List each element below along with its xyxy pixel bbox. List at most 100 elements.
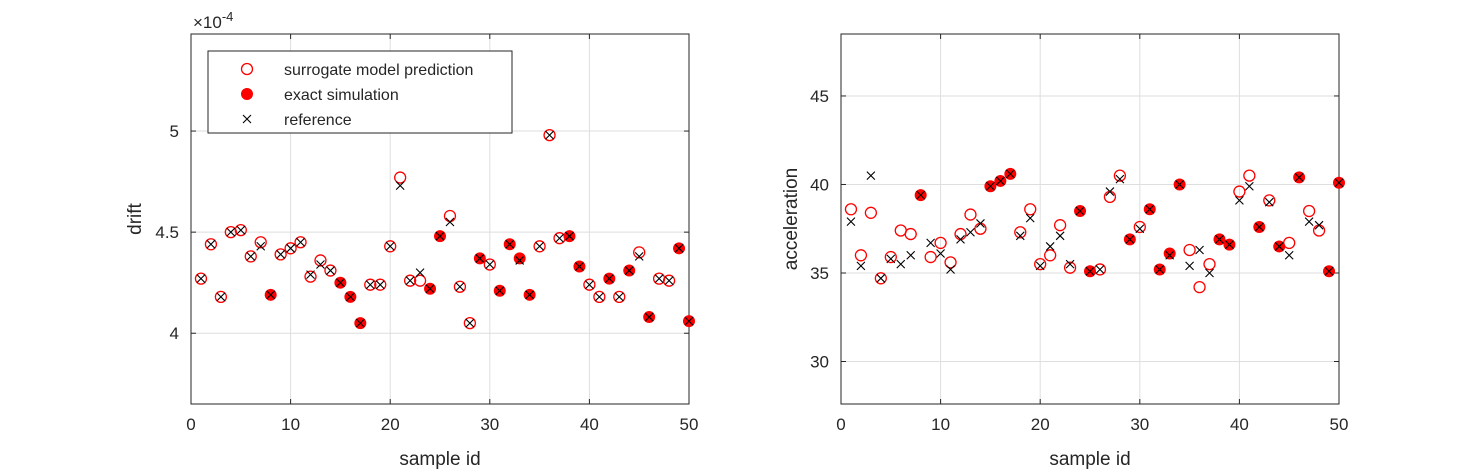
data-point-x <box>316 260 325 269</box>
data-point-open-circle <box>904 227 917 241</box>
data-point-x <box>395 181 405 191</box>
data-point-x <box>286 243 295 253</box>
data-point-open-circle <box>194 272 208 285</box>
data-point-x <box>555 233 564 243</box>
data-point-x <box>1244 181 1254 191</box>
data-point-x <box>654 274 664 284</box>
legend-marker-open-circle <box>240 62 254 76</box>
data-point-x <box>846 217 856 227</box>
exponent-power: -4 <box>222 9 234 24</box>
data-point-open-circle <box>1302 204 1316 218</box>
x-tick-label: 40 <box>1230 415 1249 434</box>
data-point-x <box>415 268 425 277</box>
data-point-open-circle <box>204 238 218 251</box>
data-point-x <box>976 219 985 228</box>
data-point-x <box>206 239 216 249</box>
x-tick-label: 0 <box>836 415 845 434</box>
data-point-x <box>196 274 206 284</box>
x-tick-label: 20 <box>381 415 400 434</box>
data-point-x <box>1235 196 1244 205</box>
data-point-x <box>405 276 415 286</box>
data-point-x <box>1215 234 1224 244</box>
data-point-x <box>385 241 395 251</box>
data-point-open-circle <box>934 236 947 250</box>
data-point-x <box>256 241 266 251</box>
series-x <box>196 130 694 328</box>
data-point-x <box>1085 266 1095 276</box>
data-point-open-circle <box>1193 281 1206 294</box>
legend-label: exact simulation <box>284 87 399 104</box>
y-tick-label: 30 <box>810 353 829 372</box>
data-point-x <box>236 225 246 235</box>
data-point-x <box>1125 234 1135 244</box>
data-point-open-circle <box>1263 194 1276 207</box>
data-point-x <box>1035 261 1045 271</box>
data-point-open-circle <box>593 290 606 303</box>
data-point-open-circle <box>314 254 327 267</box>
data-point-x <box>1055 231 1065 241</box>
y-tick-label: 40 <box>810 175 829 194</box>
data-point-x <box>306 270 315 279</box>
data-point-open-circle <box>403 274 417 287</box>
data-point-x <box>604 274 614 284</box>
x-tick-label: 50 <box>680 415 699 434</box>
legend: surrogate model prediction exact simulati… <box>207 50 513 134</box>
data-point-x <box>995 176 1005 186</box>
data-point-x <box>1324 266 1334 276</box>
data-point-x <box>1005 169 1015 179</box>
data-point-x <box>936 249 945 258</box>
legend-label: reference <box>284 112 352 129</box>
acceleration-plot: 0 10 20 30 40 50 30 35 40 45 sample id acceleration <box>781 33 1349 470</box>
data-point-open-circle <box>1113 169 1127 182</box>
y-tick-label: 4 <box>170 324 179 343</box>
data-point-open-circle <box>394 171 407 184</box>
series-x <box>846 169 1344 283</box>
data-point-x <box>216 292 226 302</box>
data-point-x <box>986 181 995 191</box>
data-point-x <box>906 250 916 260</box>
data-point-open-circle <box>244 250 257 263</box>
x-axis-label: sample id <box>1049 449 1130 470</box>
data-point-x <box>475 254 485 263</box>
data-point-x <box>445 217 455 227</box>
data-point-open-circle <box>924 250 937 264</box>
data-point-x <box>1145 204 1155 214</box>
data-point-x <box>565 231 574 241</box>
data-point-x <box>296 237 305 247</box>
data-point-x <box>505 239 515 249</box>
y-tick-label: 5 <box>170 122 179 141</box>
data-point-x <box>1075 206 1085 216</box>
data-point-x <box>866 171 876 181</box>
legend-box <box>207 50 513 134</box>
data-point-open-circle <box>1034 257 1047 271</box>
data-point-x <box>1334 178 1344 188</box>
data-point-x <box>644 312 654 322</box>
x-tick-label: 50 <box>1330 415 1349 434</box>
data-point-x <box>1095 265 1105 274</box>
data-point-open-circle <box>1233 185 1246 198</box>
exponent-base: ×10 <box>193 13 222 32</box>
data-point-x <box>1294 173 1304 182</box>
data-point-x <box>674 243 684 253</box>
data-point-x <box>916 190 926 200</box>
data-point-x <box>926 238 936 248</box>
data-point-open-circle <box>214 290 228 303</box>
data-point-open-circle <box>662 274 676 287</box>
data-point-x <box>575 262 584 271</box>
data-point-open-circle <box>1183 243 1196 257</box>
data-point-open-circle <box>453 280 467 293</box>
data-point-x <box>966 227 975 237</box>
data-point-filled-circle <box>513 252 526 265</box>
data-point-open-circle <box>1243 169 1256 182</box>
data-point-x <box>1304 217 1314 227</box>
drift-plot: 0 10 20 30 40 50 4 4.5 5 sample id drift ×10-4 surro… <box>125 9 698 470</box>
y-exponent-label: ×10-4 <box>193 9 233 32</box>
data-point-open-circle <box>1014 226 1027 239</box>
x-tick-label: 30 <box>480 415 499 434</box>
series-open-circle <box>194 128 676 330</box>
data-point-open-circle <box>543 128 556 142</box>
data-point-open-circle <box>304 270 317 283</box>
data-point-x <box>956 234 965 244</box>
data-point-x <box>1135 224 1145 234</box>
x-tick-label: 0 <box>186 415 195 434</box>
